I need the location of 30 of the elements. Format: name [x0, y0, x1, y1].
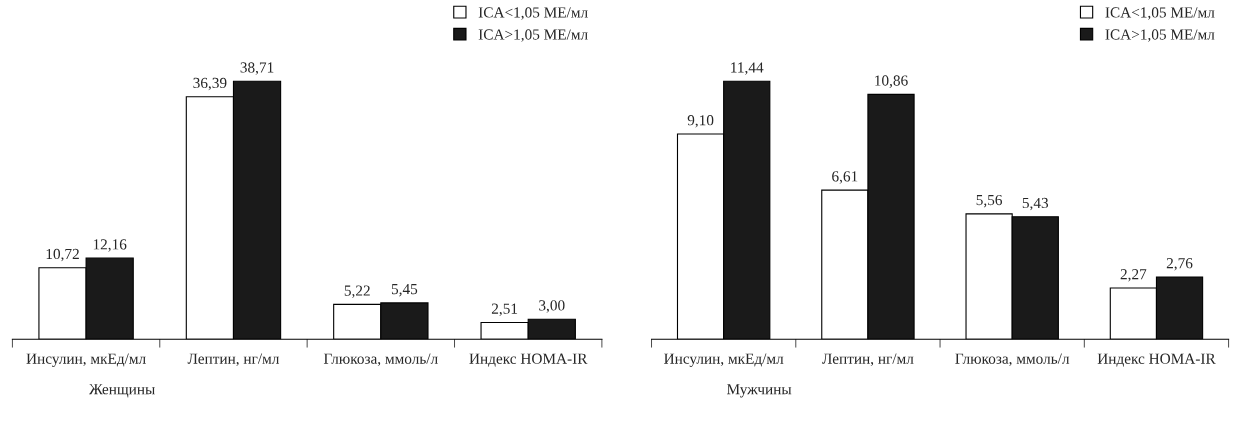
data-label: 11,44: [731, 62, 764, 75]
legend-label: ICA>1,05 МЕ/мл: [478, 29, 588, 42]
data-label: 2,27: [1120, 269, 1147, 282]
x-tick-label: Индекс HOMA-IR: [469, 353, 588, 367]
data-label: 10,72: [46, 248, 79, 262]
data-label: 6,61: [832, 171, 858, 184]
x-axis-title: Мужчины: [726, 384, 792, 398]
x-tick-label: Инсулин, мкЕд/мл: [664, 353, 784, 367]
data-label: 38,71: [240, 62, 274, 75]
data-label: 5,22: [344, 285, 370, 298]
data-label: 36,39: [193, 77, 227, 91]
x-axis-title: Женщины: [89, 384, 155, 398]
data-label: 9,10: [687, 115, 714, 128]
data-label: 10,86: [875, 75, 908, 88]
data-label: 5,56: [976, 194, 1003, 208]
data-label: 3,00: [539, 300, 565, 313]
data-label: 12,16: [93, 239, 127, 252]
x-tick-label: Индекс HOMA-IR: [1097, 353, 1216, 367]
x-tick-label: Лептин, нг/мл: [822, 353, 914, 367]
data-label: 5,45: [391, 284, 418, 297]
data-label: 2,76: [1166, 258, 1193, 271]
data-label: 5,43: [1022, 197, 1049, 211]
x-tick-label: Лептин, нг/мл: [187, 353, 280, 367]
legend-label: ICA<1,05 МЕ/мл: [478, 7, 588, 20]
legend-label: ICA>1,05 МЕ/мл: [1105, 29, 1215, 42]
x-tick-label: Глюкоза, ммоль/л: [323, 353, 438, 367]
data-label: 2,51: [491, 303, 518, 317]
legend-label: ICA<1,05 МЕ/мл: [1105, 7, 1215, 20]
x-tick-label: Глюкоза, ммоль/л: [955, 353, 1070, 367]
x-tick-label: Инсулин, мкЕд/мл: [26, 353, 146, 367]
